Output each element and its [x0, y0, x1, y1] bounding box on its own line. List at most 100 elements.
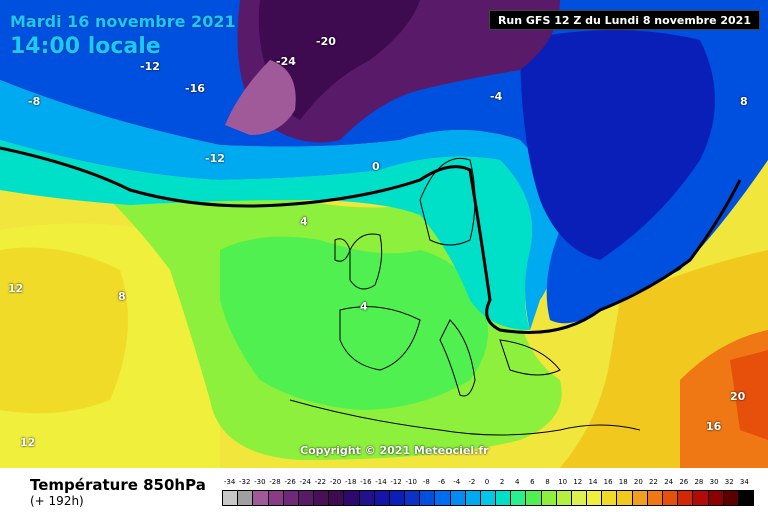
scale-value-label: -34: [223, 478, 236, 486]
temp-label: -16: [185, 82, 205, 95]
temp-label: 12: [20, 436, 36, 449]
scale-value-label: 30: [709, 478, 719, 486]
scale-swatch: [496, 491, 512, 505]
scale-value-label: -26: [284, 478, 296, 486]
scale-swatch: [541, 491, 557, 505]
scale-value-label: 2: [499, 478, 505, 486]
map-canvas: [0, 0, 768, 468]
coastlines: [289, 158, 641, 436]
temp-label: -20: [316, 35, 336, 48]
scale-value-label: -14: [375, 478, 387, 486]
scale-value-label: -24: [299, 478, 311, 486]
scale-swatch: [678, 491, 694, 505]
forecast-date: Mardi 16 novembre 2021: [10, 12, 236, 31]
scale-value-label: 8: [545, 478, 550, 486]
scale-swatch: [738, 491, 754, 505]
scale-swatch: [511, 491, 527, 505]
scale-swatch: [693, 491, 709, 505]
scale-value-label: 20: [633, 478, 643, 486]
temp-label: -24: [276, 55, 296, 68]
scale-value-label: -28: [269, 478, 281, 486]
scale-swatch: [708, 491, 724, 505]
scale-swatch: [480, 491, 497, 505]
scale-value-label: -16: [360, 478, 372, 486]
scale-value-label: 34: [739, 478, 749, 486]
scale-value-label: 22: [649, 478, 658, 486]
temp-label: 8: [118, 290, 126, 303]
scale-value-label: 12: [573, 478, 583, 486]
scale-swatch: [602, 491, 618, 505]
scale-swatch: [617, 491, 633, 505]
color-scale: [222, 490, 754, 506]
scale-value-label: 16: [603, 478, 613, 486]
scale-value-label: -8: [422, 478, 430, 486]
southwest-warm: [0, 247, 128, 414]
scale-value-label: 4: [515, 478, 520, 486]
temp-label: 0: [372, 160, 380, 173]
temp-label: 8: [740, 95, 748, 108]
light-blue-band: [0, 80, 560, 330]
legend-subtitle: (+ 192h): [30, 494, 84, 508]
copyright: Copyright © 2021 Meteociel.fr: [300, 444, 489, 457]
scale-value-label: 10: [558, 478, 568, 486]
scale-swatch: [723, 491, 739, 505]
temp-label: 20: [730, 390, 746, 403]
temp-label: -12: [205, 152, 225, 165]
scale-value-label: 6: [530, 478, 535, 486]
temp-label: -12: [140, 60, 160, 73]
scale-swatch: [556, 491, 572, 505]
scale-swatch: [632, 491, 648, 505]
scale-value-label: -18: [344, 478, 357, 486]
legend-title: Température 850hPa: [30, 476, 206, 494]
scale-swatch: [298, 491, 315, 505]
scale-value-label: -22: [314, 478, 327, 486]
scale-swatch: [359, 491, 375, 505]
east-hottest: [730, 350, 768, 440]
scale-swatch: [435, 491, 451, 505]
temp-label: 4: [360, 300, 368, 313]
scale-value-label: -12: [390, 478, 402, 486]
scale-value-label: 0: [484, 478, 490, 486]
deep-cold-east: [520, 30, 715, 260]
scale-swatch: [450, 491, 466, 505]
scale-value-label: 32: [724, 478, 734, 486]
green-core: [220, 236, 488, 410]
greenland: [225, 60, 296, 135]
scale-value-label: 26: [679, 478, 689, 486]
scale-swatch: [420, 491, 436, 505]
temp-label: 16: [706, 420, 722, 433]
scale-swatch: [374, 491, 390, 505]
scale-swatch: [389, 491, 406, 505]
temp-label: 4: [300, 215, 308, 228]
scale-swatch: [268, 491, 284, 505]
scale-value-label: -30: [254, 478, 266, 486]
scale-swatch: [662, 491, 679, 505]
forecast-time: 14:00 locale: [10, 34, 161, 59]
scale-value-label: 28: [694, 478, 704, 486]
temp-label: -8: [28, 95, 41, 108]
scale-swatch: [587, 491, 603, 505]
scale-value-label: 18: [618, 478, 628, 486]
scale-swatch: [238, 491, 254, 505]
scale-value-label: -4: [453, 478, 461, 486]
scale-swatch: [405, 491, 421, 505]
scale-swatch: [223, 491, 239, 505]
scale-swatch: [329, 491, 345, 505]
color-scale-labels: -34 -32 -30 -28 -26 -24 -22 -20 -18 -16 -14 -12 -10-…: [222, 478, 752, 490]
scale-swatch: [571, 491, 588, 505]
scale-value-label: -32: [238, 478, 251, 486]
scale-value-label: -20: [329, 478, 342, 486]
scale-swatch: [253, 491, 269, 505]
arctic-deep-purple: [258, 0, 420, 120]
scale-value-label: 24: [664, 478, 674, 486]
scale-swatch: [344, 491, 360, 505]
zero-isotherm: [0, 146, 742, 334]
scale-value-label: 14: [588, 478, 598, 486]
temperature-map: -8 -12 -16 -20 -24 -12 0 4 8 12 16 20 -4…: [0, 0, 768, 468]
temp-label: -4: [490, 90, 503, 103]
scale-swatch: [283, 491, 299, 505]
scale-value-label: -6: [438, 478, 446, 486]
model-run-info: Run GFS 12 Z du Lundi 8 novembre 2021: [488, 10, 760, 30]
scale-swatch: [647, 491, 663, 505]
